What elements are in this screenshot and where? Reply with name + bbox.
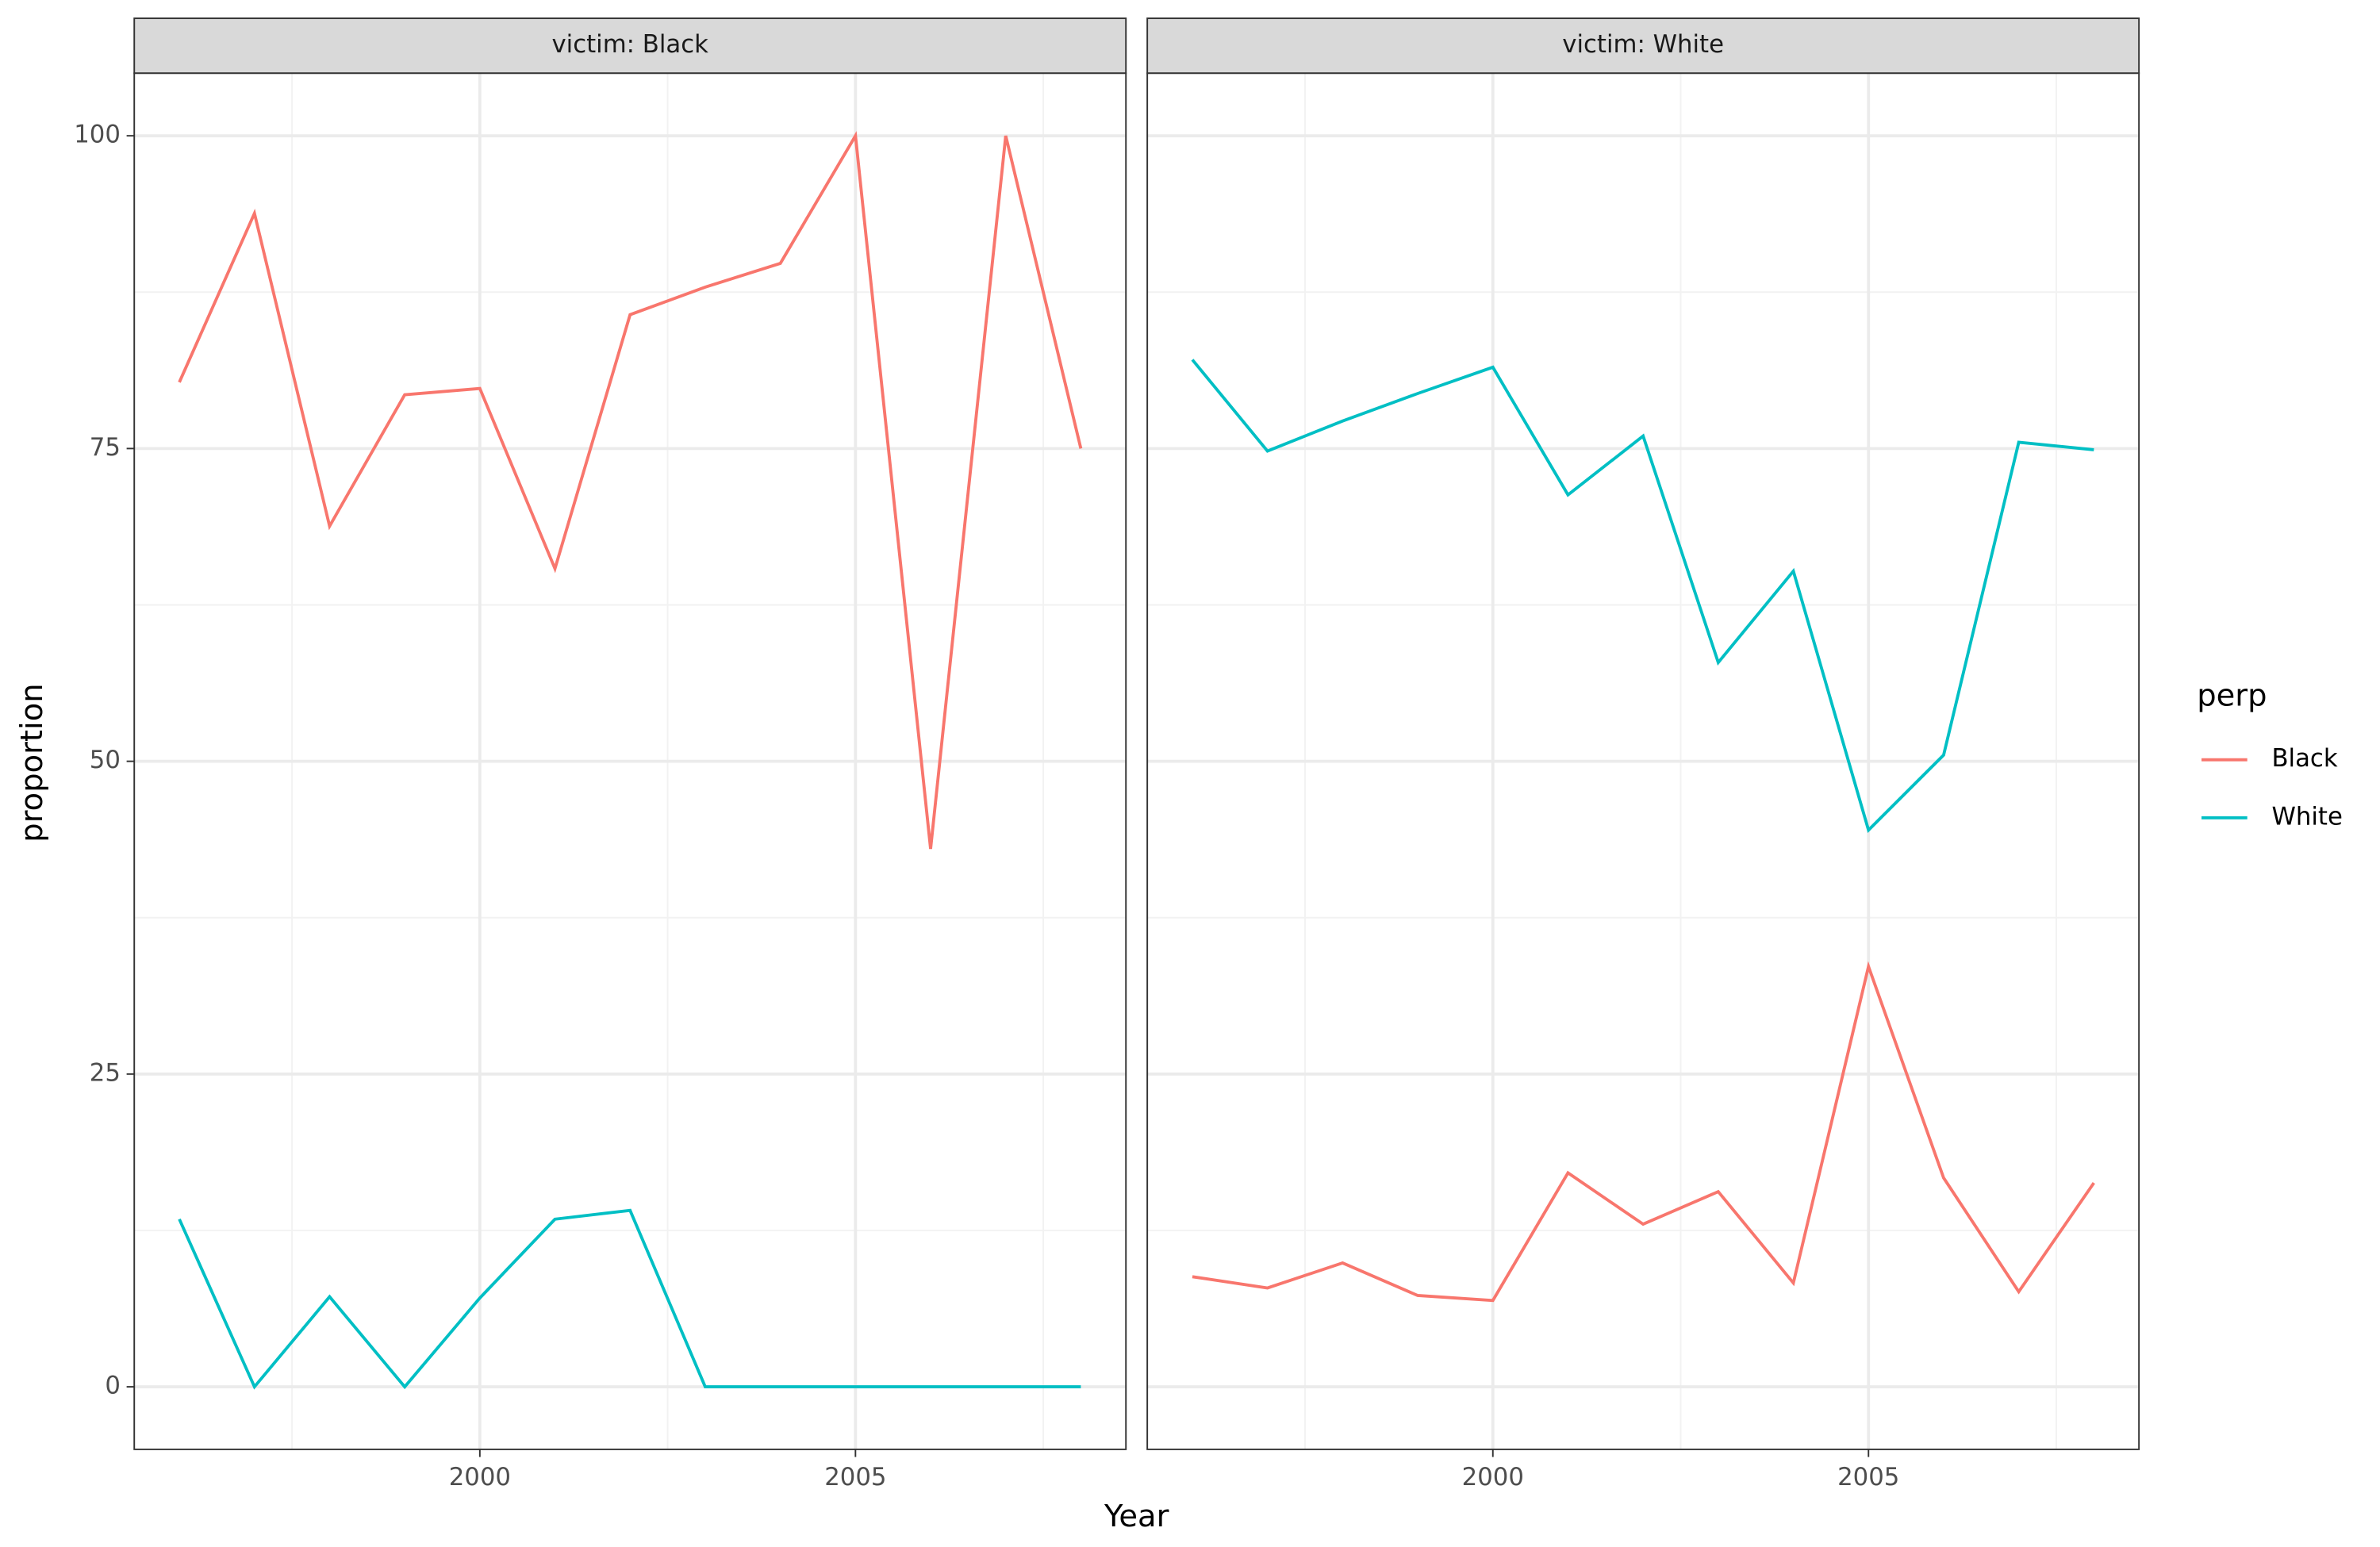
- panel-border: [1146, 72, 2140, 1450]
- strip: [133, 17, 1127, 75]
- x-tick-label: 2005: [1837, 1463, 1899, 1491]
- strip: [1146, 17, 2140, 75]
- x-tick-label: 2005: [824, 1463, 886, 1491]
- y-tick-label: 75: [90, 433, 121, 462]
- line-series: [178, 1208, 1081, 1390]
- legend-label: White: [2271, 802, 2342, 831]
- y-axis-label: proportion: [14, 683, 50, 842]
- panel-title: victim: White: [1562, 30, 1724, 59]
- line-series: [1192, 961, 2095, 1303]
- y-tick-label: 0: [105, 1372, 121, 1400]
- y-tick-label: 100: [74, 121, 121, 149]
- panel-title: victim: Black: [551, 30, 708, 59]
- x-tick-label: 2000: [1462, 1463, 1524, 1491]
- y-tick-label: 50: [90, 746, 121, 774]
- line-series: [1191, 359, 2094, 834]
- x-tick-label: 2000: [449, 1463, 511, 1491]
- y-tick-label: 25: [90, 1058, 121, 1087]
- line-series: [178, 131, 1083, 850]
- x-axis-label: Year: [1104, 1499, 1169, 1534]
- panel-border: [133, 72, 1127, 1450]
- legend-title: perp: [2197, 678, 2267, 713]
- legend-label: Black: [2271, 744, 2337, 773]
